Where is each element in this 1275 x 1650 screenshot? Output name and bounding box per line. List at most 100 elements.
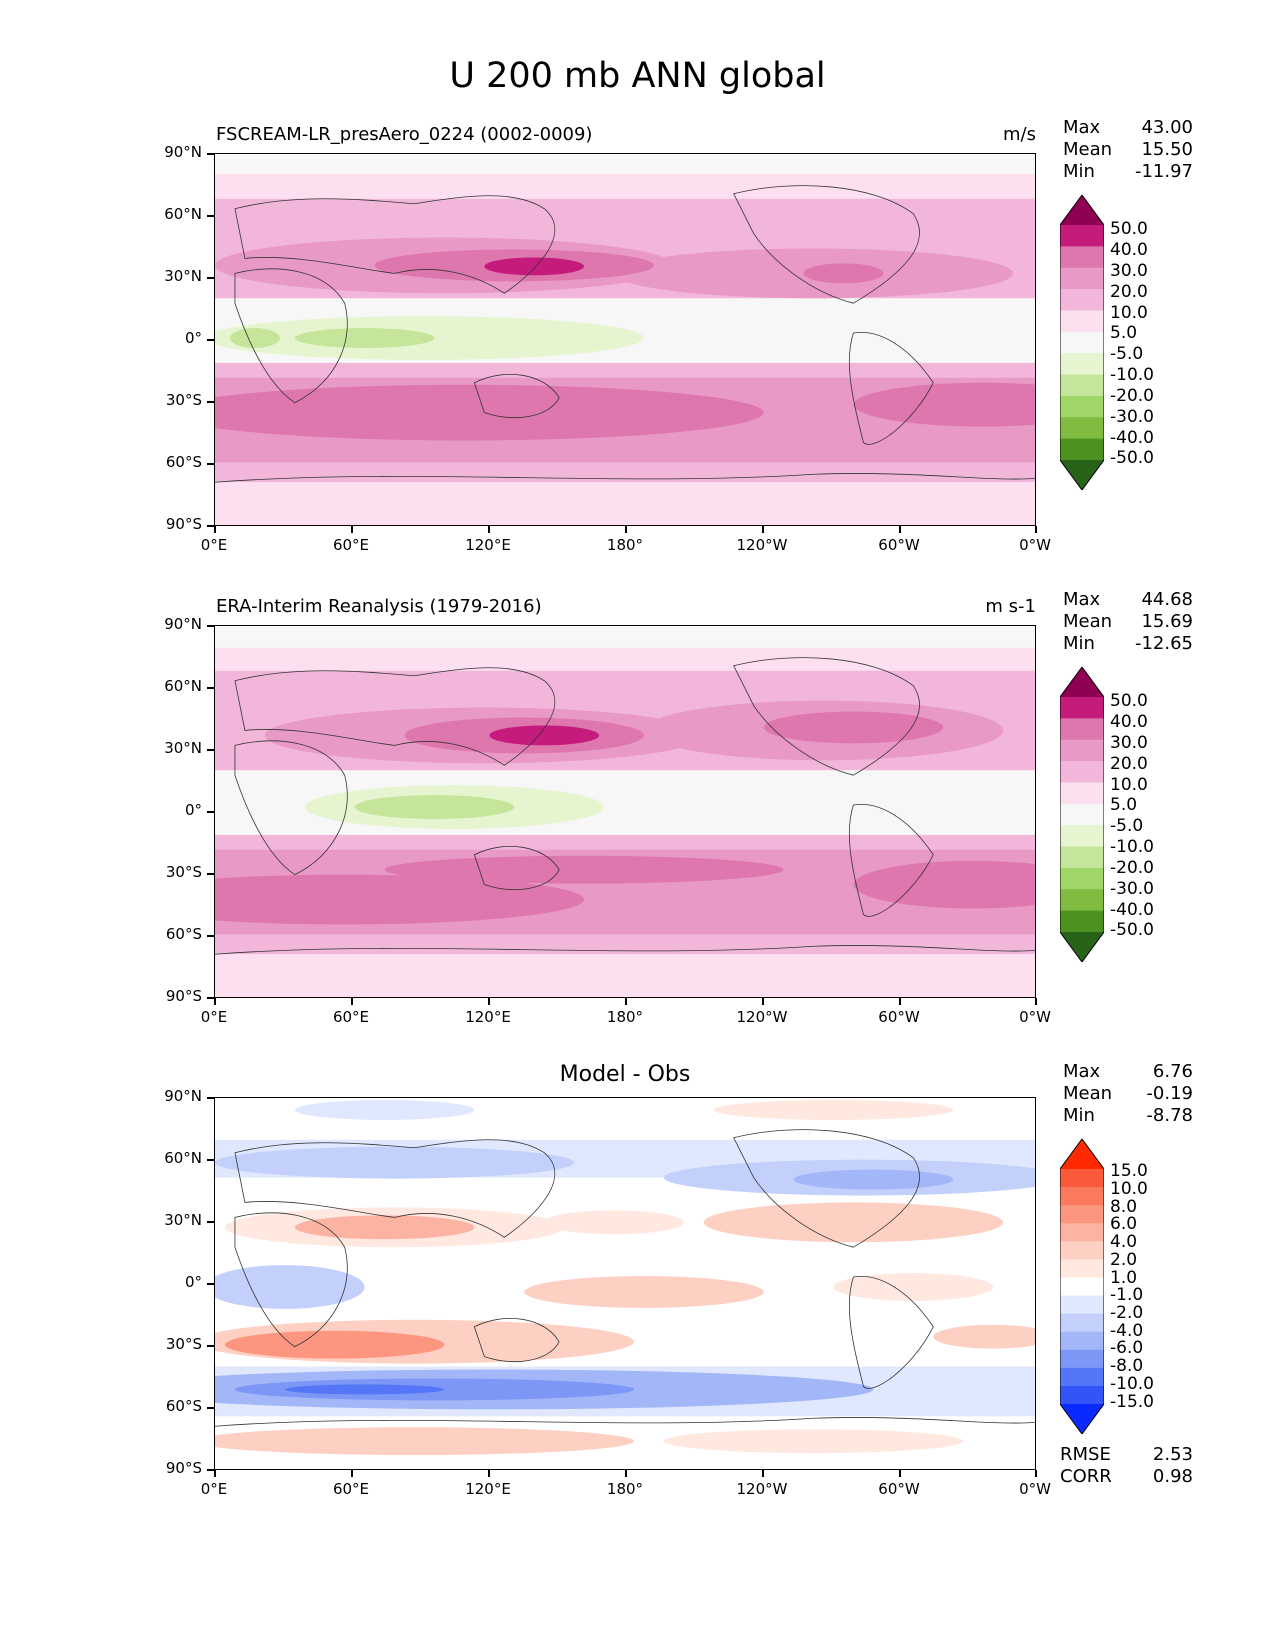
x-tick (899, 526, 901, 533)
x-tick-label: 180° (606, 536, 644, 554)
colorbar-label: -4.0 (1110, 1321, 1144, 1341)
map-field (215, 1098, 1035, 1469)
x-tick-label: 0°W (1019, 1480, 1051, 1498)
colorbar-cap-top (1060, 1139, 1104, 1169)
colorbar-label: 5.0 (1110, 323, 1138, 343)
colorbar-label: -20.0 (1110, 858, 1154, 878)
y-tick (207, 935, 214, 937)
colorbar-segment (1060, 1295, 1104, 1315)
x-tick-label: 60°W (878, 1480, 920, 1498)
y-tick (207, 749, 214, 751)
colorbar-cap-bottom (1060, 932, 1104, 962)
colorbar-label: 20.0 (1110, 282, 1148, 302)
y-tick-label: 30°N (164, 1211, 202, 1229)
y-tick (207, 1407, 214, 1409)
colorbar-segment (1060, 395, 1104, 418)
stat-min-label: Min (1063, 633, 1095, 654)
y-tick-label: 0° (184, 801, 202, 819)
colorbar-segment (1060, 246, 1104, 269)
colorbar-segment (1060, 417, 1104, 440)
x-tick (488, 998, 490, 1005)
x-tick (1035, 526, 1037, 533)
colorbar-segment (1060, 289, 1104, 311)
x-tick (351, 998, 353, 1005)
y-tick-label: 90°S (165, 1459, 202, 1477)
colorbar-label: -5.0 (1110, 816, 1144, 836)
y-tick-label: 30°S (165, 863, 202, 881)
corr-value: 0.98 (1152, 1466, 1193, 1487)
stat-max-label: Max (1063, 1061, 1101, 1082)
colorbar-segment (1060, 1205, 1104, 1224)
colorbar-segment (1060, 331, 1104, 354)
colorbar (1060, 1139, 1104, 1434)
x-tick (625, 1470, 627, 1477)
colorbar-label: -1.0 (1110, 1285, 1144, 1305)
y-tick (207, 463, 214, 465)
y-tick-label: 60°N (164, 205, 202, 223)
colorbar-graphic (1060, 1139, 1104, 1434)
stat-max-label: Max (1063, 117, 1101, 138)
map-plot (214, 153, 1036, 526)
colorbar-label: -6.0 (1110, 1338, 1144, 1358)
colorbar-cap-top (1060, 667, 1104, 697)
y-tick-label: 60°N (164, 1149, 202, 1167)
x-tick-label: 120°W (736, 536, 788, 554)
stats-box: Max 6.76 Mean -0.19 Min -8.78 (1063, 1061, 1193, 1127)
colorbar-label: 50.0 (1110, 691, 1148, 711)
map-field (215, 626, 1035, 997)
stat-min-value: -12.65 (1134, 633, 1193, 654)
y-tick (207, 339, 214, 341)
x-tick (625, 998, 627, 1005)
colorbar-segment (1060, 803, 1104, 826)
x-tick (351, 526, 353, 533)
colorbar-label: -50.0 (1110, 920, 1154, 940)
colorbar-segment (1060, 867, 1104, 890)
colorbar-label: -30.0 (1110, 879, 1154, 899)
colorbar-cap-top (1060, 195, 1104, 225)
units-label: m s-1 (985, 596, 1036, 617)
x-tick-label: 0°W (1019, 536, 1051, 554)
panel-difference: Model - Obs Max 6.76 Mean -0.19 Min -8.78 (0, 944, 1275, 1504)
colorbar-label: 30.0 (1110, 261, 1148, 281)
stats-box: Max 44.68 Mean 15.69 Min -12.65 (1063, 589, 1193, 655)
y-tick (207, 277, 214, 279)
colorbar-segment (1060, 374, 1104, 397)
colorbar-segment (1060, 1313, 1104, 1333)
y-tick (207, 1283, 214, 1285)
x-tick (762, 526, 764, 533)
colorbar-segment (1060, 846, 1104, 869)
x-tick-label: 0°E (200, 1008, 228, 1026)
y-tick (207, 1345, 214, 1347)
x-tick-label: 120°E (465, 1008, 511, 1026)
y-tick-label: 90°N (164, 143, 202, 161)
stat-mean-value: 15.69 (1141, 611, 1193, 632)
y-tick-label: 30°N (164, 267, 202, 285)
colorbar-label: 8.0 (1110, 1197, 1138, 1217)
y-tick-label: 30°N (164, 739, 202, 757)
x-tick (625, 526, 627, 533)
y-tick-label: 90°S (165, 515, 202, 533)
colorbar-segment (1060, 697, 1104, 719)
y-tick (207, 1097, 214, 1099)
y-tick (207, 625, 214, 627)
colorbar-segment (1060, 910, 1104, 933)
stat-mean-label: Mean (1063, 611, 1113, 632)
stat-max-label: Max (1063, 589, 1101, 610)
x-tick (214, 998, 216, 1005)
colorbar-label: -40.0 (1110, 900, 1154, 920)
stat-max-value: 44.68 (1141, 589, 1193, 610)
x-tick-label: 60°W (878, 1008, 920, 1026)
colorbar-label: -5.0 (1110, 344, 1144, 364)
y-tick (207, 1469, 214, 1471)
map-plot (214, 625, 1036, 998)
colorbar-label: 40.0 (1110, 240, 1148, 260)
colorbar-segment (1060, 1187, 1104, 1206)
x-tick-label: 0°E (200, 1480, 228, 1498)
colorbar-label: -30.0 (1110, 407, 1154, 427)
units-label: m/s (1003, 124, 1036, 145)
x-tick (1035, 1470, 1037, 1477)
colorbar (1060, 195, 1104, 490)
x-tick-label: 60°W (878, 536, 920, 554)
y-tick (207, 215, 214, 217)
x-tick (899, 1470, 901, 1477)
